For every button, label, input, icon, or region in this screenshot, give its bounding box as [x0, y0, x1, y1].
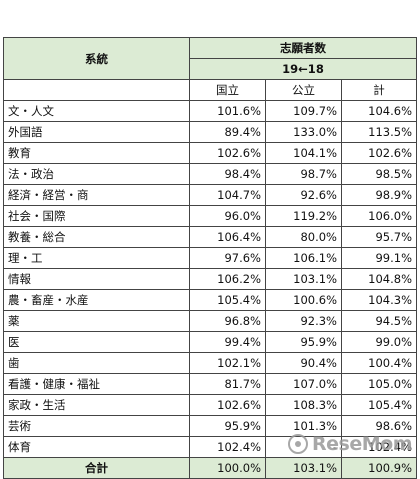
category-header: 系統: [3, 37, 190, 80]
total-cell: 100.4%: [340, 352, 418, 374]
national-cell: 105.4%: [189, 289, 266, 311]
total-cell: 104.8%: [340, 268, 418, 290]
category-cell: 医: [3, 331, 190, 353]
national-cell: 97.6%: [189, 247, 266, 269]
national-cell: 98.4%: [189, 163, 266, 185]
period-header: 19←18: [188, 58, 418, 80]
public-cell: 106.1%: [265, 247, 342, 269]
table-row: 薬 96.8% 92.3% 94.5%: [3, 310, 418, 332]
table-body: 文・人文 101.6% 109.7% 104.6% 外国語 89.4% 133.0% 113.…: [3, 100, 418, 458]
table-row: 教養・総合 106.4% 80.0% 95.7%: [3, 226, 418, 248]
national-column-header: 国立: [189, 79, 266, 101]
table-row: 家政・生活 102.6% 108.3% 105.4%: [3, 394, 418, 416]
table-row: 教育 102.6% 104.1% 102.6%: [3, 142, 418, 164]
resemom-watermark: ReseMom: [288, 433, 412, 455]
table-row: 社会・国際 96.0% 119.2% 106.0%: [3, 205, 418, 227]
header-row-period: 19←18: [4, 58, 418, 80]
national-cell: 102.6%: [189, 142, 266, 164]
category-cell: 文・人文: [3, 100, 190, 122]
table-row: 理・工 97.6% 106.1% 99.1%: [3, 247, 418, 269]
total-cell: 113.5%: [340, 121, 418, 143]
total-cell: 102.6%: [340, 142, 418, 164]
national-cell: 106.2%: [189, 268, 266, 290]
public-cell: 107.0%: [265, 373, 342, 395]
header-row-group: 系統 志願者数: [3, 37, 418, 80]
category-cell: 社会・国際: [3, 205, 190, 227]
public-cell: 95.9%: [265, 331, 342, 353]
national-cell: 96.0%: [189, 205, 266, 227]
category-cell: 情報: [3, 268, 190, 290]
public-cell: 133.0%: [265, 121, 342, 143]
table-row: 法・政治 98.4% 98.7% 98.5%: [3, 163, 418, 185]
category-cell: 教育: [3, 142, 190, 164]
total-cell: 105.0%: [340, 373, 418, 395]
total-cell: 99.0%: [340, 331, 418, 353]
public-cell: 100.6%: [265, 289, 342, 311]
header-spacer: [3, 79, 190, 101]
public-cell: 80.0%: [265, 226, 342, 248]
total-cell: 104.3%: [340, 289, 418, 311]
national-cell: 104.7%: [189, 184, 266, 206]
total-cell: 98.9%: [340, 184, 418, 206]
table-row: 芸術 95.9% 101.3% 98.6%: [3, 415, 418, 437]
table-row: 情報 106.2% 103.1% 104.8%: [3, 268, 418, 290]
total-cell: 104.6%: [340, 100, 418, 122]
header-row-columns: 国立 公立 計: [3, 79, 418, 101]
national-cell: 106.4%: [189, 226, 266, 248]
total-cell: 105.4%: [340, 394, 418, 416]
category-cell: 教養・総合: [3, 226, 190, 248]
category-cell: 看護・健康・福祉: [3, 373, 190, 395]
national-cell: 99.4%: [189, 331, 266, 353]
public-cell: 98.7%: [265, 163, 342, 185]
total-cell: 106.0%: [340, 205, 418, 227]
watermark-text: ReseMom: [312, 433, 412, 455]
table-row: 外国語 89.4% 133.0% 113.5%: [3, 121, 418, 143]
category-cell: 薬: [3, 310, 190, 332]
national-cell: 102.6%: [189, 394, 266, 416]
category-cell: 歯: [3, 352, 190, 374]
category-cell: 外国語: [3, 121, 190, 143]
resemom-logo-icon: [288, 434, 309, 454]
category-cell: 経済・経営・商: [3, 184, 190, 206]
total-cell: 95.7%: [340, 226, 418, 248]
public-cell: 92.3%: [265, 310, 342, 332]
national-cell: 102.1%: [189, 352, 266, 374]
table-row: 医 99.4% 95.9% 99.0%: [3, 331, 418, 353]
public-cell: 108.3%: [265, 394, 342, 416]
table-row: 経済・経営・商 104.7% 92.6% 98.9%: [3, 184, 418, 206]
national-cell: 89.4%: [189, 121, 266, 143]
public-cell: 119.2%: [265, 205, 342, 227]
applicant-ratio-table: 系統 志願者数 19←18 国立 公立 計 文・人文 101.6% 109.7% 10…: [3, 37, 418, 479]
national-cell: 95.9%: [189, 415, 266, 437]
national-cell: 96.8%: [189, 310, 266, 332]
category-cell: 体育: [3, 436, 190, 458]
public-cell: 92.6%: [265, 184, 342, 206]
national-cell: 81.7%: [189, 373, 266, 395]
public-cell: 109.7%: [265, 100, 342, 122]
table-row: 文・人文 101.6% 109.7% 104.6%: [3, 100, 418, 122]
table-row: 農・畜産・水産 105.4% 100.6% 104.3%: [3, 289, 418, 311]
table-row: 歯 102.1% 90.4% 100.4%: [3, 352, 418, 374]
total-cell: 102.4%: [340, 436, 418, 458]
category-cell: 法・政治: [3, 163, 190, 185]
total-cell: 94.5%: [340, 310, 418, 332]
national-cell: 101.6%: [189, 100, 266, 122]
public-cell: 104.1%: [265, 142, 342, 164]
category-cell: 家政・生活: [3, 394, 190, 416]
public-cell: 90.4%: [265, 352, 342, 374]
public-cell: 103.1%: [265, 268, 342, 290]
table-row: 看護・健康・福祉 81.7% 107.0% 105.0%: [3, 373, 418, 395]
category-cell: 芸術: [3, 415, 190, 437]
applicants-group-header: 志願者数: [188, 37, 418, 59]
category-cell: 農・畜産・水産: [3, 289, 190, 311]
total-column-header: 計: [340, 79, 418, 101]
total-cell: 98.5%: [340, 163, 418, 185]
total-cell: 99.1%: [340, 247, 418, 269]
national-cell: 102.4%: [189, 436, 266, 458]
public-column-header: 公立: [265, 79, 342, 101]
category-cell: 理・工: [3, 247, 190, 269]
